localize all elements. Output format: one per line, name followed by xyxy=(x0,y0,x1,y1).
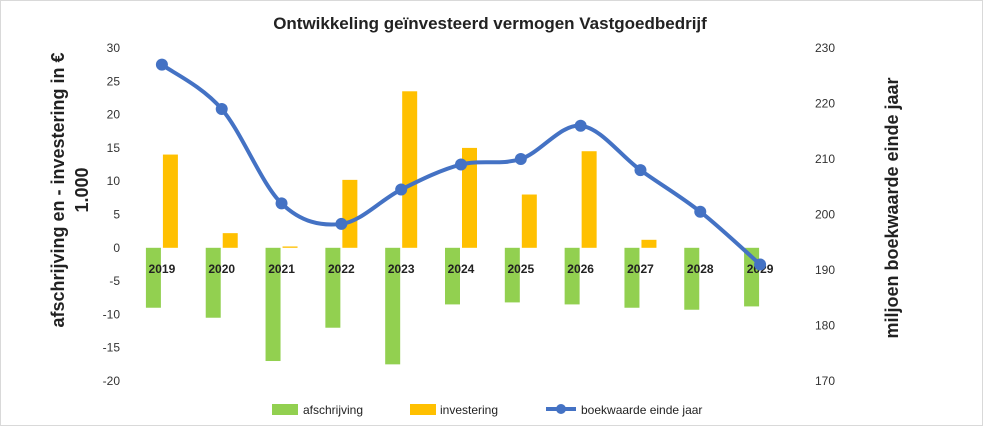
chart-title: Ontwikkeling geïnvesteerd vermogen Vastg… xyxy=(273,14,707,33)
legend-swatch-investering xyxy=(410,404,436,415)
bar-afschrijving xyxy=(445,247,460,305)
legend: afschrijving investering boekwaarde einde … xyxy=(272,403,702,417)
bar-investering xyxy=(581,151,597,248)
point-boekwaarde xyxy=(335,217,348,230)
category-label: 2025 xyxy=(507,262,534,276)
left-tick-label: -10 xyxy=(103,307,121,321)
left-axis-label-line1: afschrijving en - investering in € xyxy=(48,52,68,327)
point-boekwaarde xyxy=(574,119,587,132)
right-tick-label: 190 xyxy=(815,263,835,277)
left-tick-label: 0 xyxy=(113,241,120,255)
point-boekwaarde xyxy=(514,153,527,165)
right-axis-ticks: 170 180 190 200 210 220 230 xyxy=(815,41,835,388)
category-label: 2021 xyxy=(268,262,295,276)
right-tick-label: 220 xyxy=(815,97,835,111)
left-tick-label: 5 xyxy=(113,208,120,222)
category-label: 2022 xyxy=(328,262,355,276)
category-label: 2026 xyxy=(567,262,594,276)
point-boekwaarde xyxy=(395,183,408,196)
bar-investering xyxy=(342,179,358,248)
left-tick-label: 20 xyxy=(107,108,121,122)
bar-afschrijving xyxy=(205,247,221,318)
bar-afschrijving xyxy=(624,247,640,308)
right-axis-label: miljoen boekwaarde einde jaar xyxy=(882,77,902,338)
left-axis-ticks: -20 -15 -10 -5 0 5 10 15 20 25 30 xyxy=(103,41,121,388)
legend-label-afschrijving: afschrijving xyxy=(303,403,363,417)
left-tick-label: -15 xyxy=(103,341,121,355)
bar-investering xyxy=(162,154,178,248)
bar-afschrijving xyxy=(145,247,161,308)
left-tick-label: 15 xyxy=(107,141,121,155)
bar-afschrijving xyxy=(265,247,281,362)
bar-afschrijving xyxy=(385,247,401,365)
bar-afschrijving xyxy=(504,247,520,303)
left-tick-label: -20 xyxy=(103,374,121,388)
left-axis-label-line2: 1.000 xyxy=(72,167,92,212)
category-labels: 2019 2020 2021 2022 2023 2024 2025 2026 2027 2028… xyxy=(149,262,774,276)
left-tick-label: 25 xyxy=(107,74,121,88)
bar-investering xyxy=(282,246,298,248)
bar-afschrijving xyxy=(325,247,341,328)
point-boekwaarde xyxy=(634,164,647,177)
bar-afschrijving xyxy=(564,247,580,305)
right-tick-label: 230 xyxy=(815,41,835,55)
legend-label-investering: investering xyxy=(440,403,498,417)
bar-afschrijving xyxy=(684,247,700,310)
bar-series xyxy=(145,91,760,365)
point-boekwaarde xyxy=(455,158,467,171)
point-boekwaarde xyxy=(155,58,168,71)
point-boekwaarde xyxy=(215,103,228,116)
bar-investering xyxy=(402,91,418,248)
category-label: 2027 xyxy=(627,262,654,276)
left-tick-label: -5 xyxy=(109,274,120,288)
legend-swatch-afschrijving xyxy=(272,404,298,415)
right-tick-label: 210 xyxy=(815,152,835,166)
right-tick-label: 180 xyxy=(815,319,835,333)
category-label: 2019 xyxy=(149,262,176,276)
category-label: 2024 xyxy=(448,262,475,276)
line-series xyxy=(155,58,767,271)
category-label: 2028 xyxy=(687,262,714,276)
legend-marker-boekwaarde xyxy=(556,404,566,414)
left-tick-label: 30 xyxy=(107,41,121,55)
legend-label-boekwaarde: boekwaarde einde jaar xyxy=(581,403,702,417)
category-label: 2020 xyxy=(208,262,235,276)
bar-investering xyxy=(462,147,477,248)
bar-investering xyxy=(641,239,657,248)
right-tick-label: 200 xyxy=(815,208,835,222)
bar-investering xyxy=(222,233,238,248)
point-boekwaarde xyxy=(275,197,288,210)
left-tick-label: 10 xyxy=(107,174,121,188)
right-tick-label: 170 xyxy=(815,374,835,388)
point-boekwaarde xyxy=(694,205,707,218)
bar-investering xyxy=(521,194,537,248)
category-label: 2023 xyxy=(388,262,415,276)
point-boekwaarde xyxy=(754,258,767,271)
